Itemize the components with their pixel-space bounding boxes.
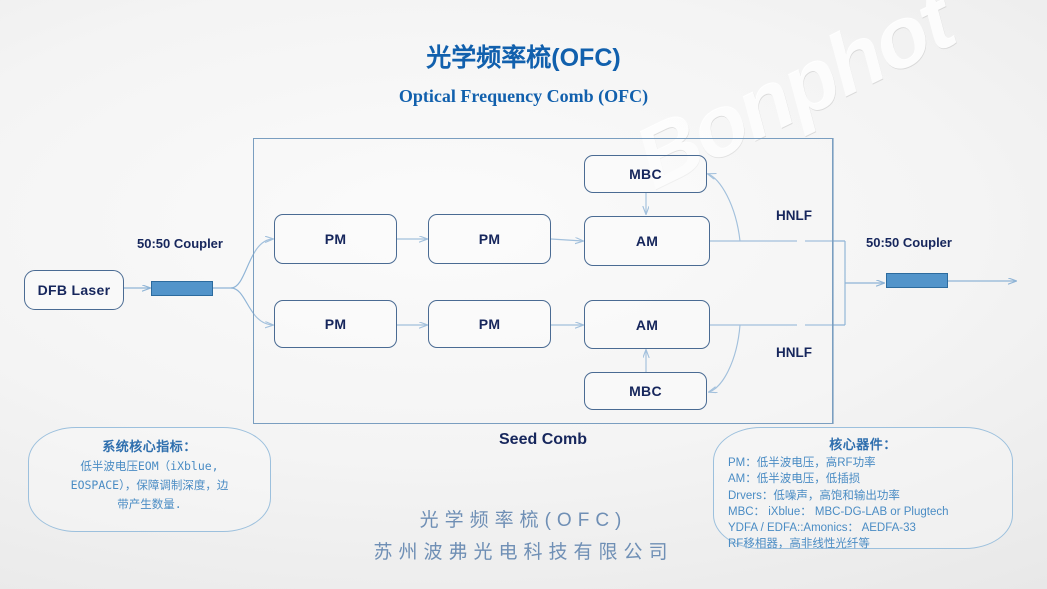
label-input-coupler: 50:50 Coupler (137, 236, 223, 251)
label-hnlf-bottom: HNLF (776, 345, 812, 360)
node-am-top-label: AM (635, 233, 659, 249)
callout-core-components-line-1: AM：低半波电压，低插损 (728, 473, 861, 486)
node-mbc-bottom-label: MBC (629, 383, 662, 399)
node-pm-top-2-label: PM (478, 231, 501, 247)
node-mbc-bottom[interactable]: MBC (584, 372, 707, 410)
node-pm-top-2[interactable]: PM (428, 214, 551, 264)
label-hnlf-top: HNLF (776, 208, 812, 223)
brand-product-name: 光学频率梳(OFC) (419, 510, 628, 531)
page-title-en: Optical Frequency Comb (OFC) (398, 86, 649, 106)
node-am-bottom[interactable]: AM (584, 300, 710, 349)
callout-system-metrics-heading: 系统核心指标： (102, 439, 197, 454)
callout-core-components: 核心器件： PM：低半波电压，高RF功率 AM：低半波电压，低插损 Drvers… (713, 427, 1013, 551)
callout-system-metrics-line-1: EOSPACE），保障调制深度，边 (70, 478, 229, 492)
node-dfb-laser[interactable]: DFB Laser (24, 270, 124, 310)
node-mbc-top-label: MBC (629, 166, 662, 182)
node-pm-top-1-label: PM (324, 231, 347, 247)
callout-core-components-line-3: MBC： iXblue： MBC-DG-LAB or Plugtech (728, 505, 949, 518)
node-am-top[interactable]: AM (584, 216, 710, 266)
node-am-bottom-label: AM (635, 316, 659, 333)
label-seed-comb: Seed Comb (499, 431, 588, 448)
callout-core-components-line-4: YDFA / EDFA::Amonics： AEDFA-33 (728, 522, 916, 535)
node-pm-bottom-2[interactable]: PM (428, 300, 551, 348)
callout-core-components-line-2: Drvers：低噪声，高饱和输出功率 (728, 489, 900, 502)
page-title-cn: 光学频率梳(OFC) (426, 44, 621, 72)
brand-company-name: 苏州波弗光电科技有限公司 (373, 542, 674, 563)
node-dfb-laser-label: DFB Laser (37, 282, 111, 298)
callout-system-metrics-line-0: 低半波电压EOM（iXblue, (80, 459, 219, 473)
seed-comb-container (253, 138, 833, 424)
callout-system-metrics: 系统核心指标： 低半波电压EOM（iXblue, EOSPACE），保障调制深度… (28, 427, 271, 532)
callout-core-components-line-5: RF移相器，高非线性光纤等 (728, 538, 870, 551)
output-coupler-device (886, 273, 948, 288)
node-mbc-top[interactable]: MBC (584, 155, 707, 193)
input-coupler-device (151, 281, 213, 296)
node-pm-bottom-1-label: PM (324, 316, 347, 332)
callout-system-metrics-line-2: 带产生数量. (117, 497, 182, 511)
callout-core-components-line-0: PM：低半波电压，高RF功率 (728, 457, 876, 469)
label-output-coupler: 50:50 Coupler (866, 235, 952, 250)
node-pm-bottom-1[interactable]: PM (274, 300, 397, 348)
node-pm-bottom-2-label: PM (478, 316, 501, 332)
node-pm-top-1[interactable]: PM (274, 214, 397, 264)
callout-core-components-heading: 核心器件： (829, 437, 897, 452)
